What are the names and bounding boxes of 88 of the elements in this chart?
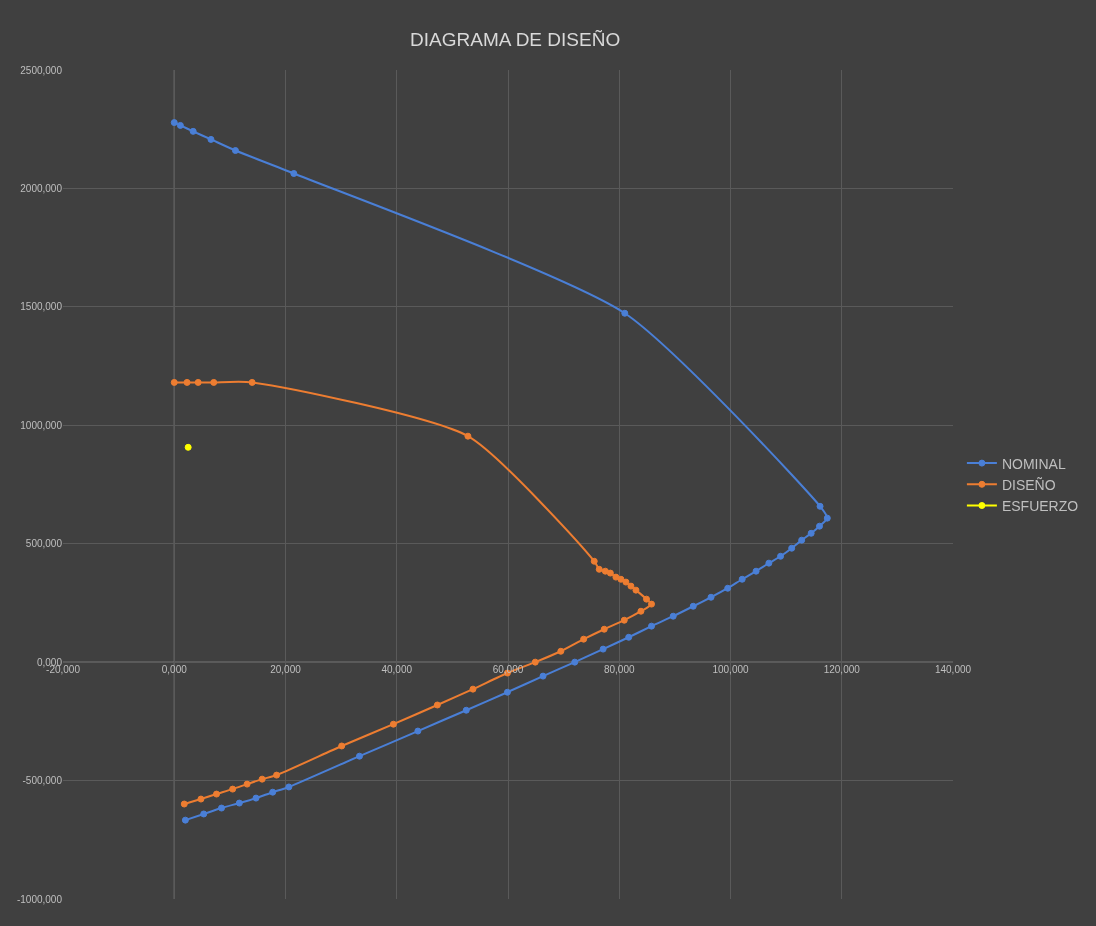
- y-tick-label: 2000,000: [20, 182, 63, 194]
- chart-title: DIAGRAMA DE DISEÑO: [410, 28, 621, 50]
- point: [724, 584, 732, 592]
- point: [816, 522, 823, 530]
- point: [181, 816, 189, 824]
- point: [689, 602, 697, 610]
- point: [632, 586, 640, 594]
- point: [285, 783, 293, 791]
- point: [355, 752, 363, 760]
- x-tick-label: 80,000: [603, 664, 635, 676]
- point: [176, 121, 184, 129]
- point: [627, 582, 635, 590]
- point: [290, 170, 298, 178]
- point: [816, 502, 824, 510]
- point: [601, 567, 609, 575]
- point: [752, 567, 760, 575]
- point: [213, 790, 221, 798]
- point: [571, 658, 579, 666]
- point: [464, 432, 472, 440]
- legend-label: ESFUERZO: [1001, 497, 1079, 514]
- point: [617, 575, 625, 583]
- point: [170, 378, 178, 386]
- x-tick-label: 120,000: [823, 664, 861, 676]
- point: [539, 672, 547, 680]
- point: [183, 378, 191, 386]
- point: [621, 309, 629, 317]
- y-tick-label: 2500,000: [20, 64, 63, 76]
- point: [595, 565, 603, 573]
- point: [243, 780, 251, 788]
- point: [231, 147, 239, 155]
- point: [338, 742, 346, 750]
- point: [389, 720, 397, 728]
- point: [788, 544, 796, 552]
- point: [599, 645, 607, 653]
- point: [200, 810, 208, 818]
- y-tick-label: 500,000: [25, 538, 63, 550]
- point: [707, 593, 715, 601]
- point: [210, 378, 218, 386]
- point: [590, 557, 598, 565]
- point: [269, 788, 277, 796]
- point: [765, 559, 773, 567]
- y-tick-label: -500,000: [22, 775, 63, 787]
- x-tick-label: 20,000: [270, 664, 302, 676]
- point: [738, 575, 746, 583]
- legend-label: NOMINAL: [1001, 455, 1066, 472]
- point: [777, 552, 785, 560]
- point: [433, 701, 441, 709]
- point: [235, 799, 243, 807]
- point: [273, 771, 281, 779]
- point: [531, 658, 539, 666]
- point: [637, 607, 645, 615]
- x-tick-label: 140,000: [934, 664, 972, 676]
- point: [823, 514, 831, 522]
- point: [197, 795, 205, 803]
- point: [648, 622, 656, 630]
- x-tick-label: 40,000: [381, 664, 413, 676]
- point: [462, 706, 470, 714]
- point: [189, 127, 197, 135]
- point: [669, 612, 677, 620]
- point: [503, 688, 511, 696]
- x-tick-label: 0,000: [161, 664, 188, 676]
- point: [648, 600, 656, 608]
- point: [469, 685, 477, 693]
- point: [622, 578, 630, 586]
- point: [414, 727, 422, 735]
- y-tick-label: 1500,000: [20, 301, 63, 313]
- point: [807, 529, 815, 537]
- point: [207, 135, 215, 143]
- legend-label: DISEÑO: [1001, 476, 1056, 493]
- point: [229, 785, 237, 793]
- point: [258, 775, 266, 783]
- point: [170, 119, 178, 127]
- point: [600, 625, 608, 633]
- y-tick-label: 1000,000: [20, 419, 63, 431]
- point: [580, 635, 588, 643]
- point: [625, 633, 633, 641]
- point: [557, 647, 565, 655]
- point: [643, 595, 651, 603]
- point: [248, 378, 256, 386]
- y-tick-label: -1000,000: [16, 893, 63, 905]
- x-tick-label: 100,000: [712, 664, 750, 676]
- point: [606, 569, 614, 577]
- point: [620, 616, 628, 624]
- point: [218, 804, 226, 812]
- point: [252, 794, 260, 802]
- point: [798, 536, 806, 544]
- point: [180, 800, 188, 808]
- point: [194, 378, 202, 386]
